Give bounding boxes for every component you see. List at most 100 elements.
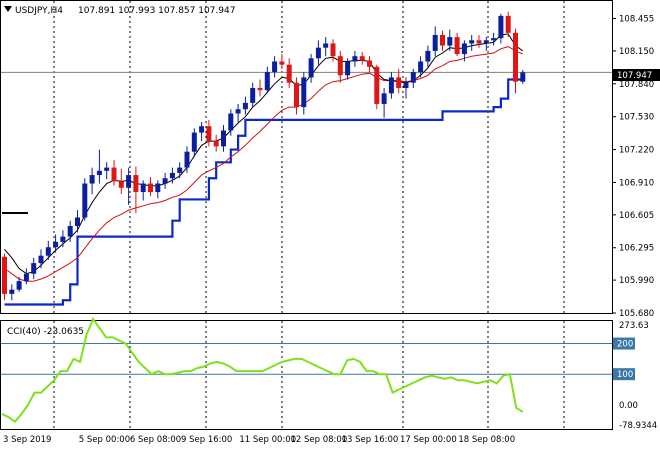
price-tick-label: 105.990 [619,276,654,286]
candle-body [9,289,15,294]
time-tick-label: 12 Sep 08:00 [291,435,348,445]
price-tick-label: 106.910 [619,178,654,188]
candle-body [206,126,212,142]
candle-body [498,15,504,39]
candle-body [461,43,467,55]
cci-title: CCI(40) -23.0635 [7,327,84,337]
slow-moving-average-line [4,46,524,282]
candle-body [104,167,110,171]
price-tick-label: 105.680 [619,309,654,319]
cci-level-label: 200 [617,340,633,350]
candle-body [513,32,518,82]
time-tick-label: 18 Sep 08:00 [458,435,515,445]
candle-body [177,167,183,173]
candle-body [257,88,263,91]
candle-body [323,43,329,48]
candle-body [432,34,438,51]
candle-body [308,58,314,78]
candle-body [315,47,321,59]
candle-body [396,77,402,89]
candle-body [235,109,241,114]
current-price-label: 107.947 [617,71,652,81]
candle-body [89,175,95,184]
candle-body [520,72,526,82]
candle-body [96,170,102,176]
cci-tick-label: -78.9344 [619,421,657,431]
trailing-stop-line [4,78,523,306]
cci-axis: 273.63 200 100 0.00 -78.9344 [613,321,657,431]
candle-body [242,102,248,110]
candle-body [111,167,117,182]
candle-body [162,178,168,184]
candle-body [221,130,226,147]
candle-body [155,183,161,193]
candle-body [2,256,7,294]
price-tick-label: 106.295 [619,244,654,254]
candle-body [53,241,59,248]
candle-body [45,247,51,256]
candle-body [126,175,132,188]
cci-series [1,316,612,424]
candle-body [454,37,460,55]
candle-body [118,181,124,188]
candle-body [279,61,285,65]
price-tick-label: 107.840 [619,80,654,90]
cci-grid [53,321,565,429]
candle-body [388,77,394,94]
candle-body [133,175,139,193]
symbol-timeframe: USDJPY,H4 [15,6,63,16]
time-tick-label: 11 Sep 00:00 [239,435,296,445]
candle-body [337,56,343,76]
candle-body [23,273,29,282]
candle-body [191,132,197,152]
candle-body [301,77,307,108]
candle-body [345,61,351,76]
candle-body [286,64,292,83]
price-series [1,11,612,306]
candle-body [228,113,234,131]
candle-body [491,38,497,41]
price-tick-label: 107.220 [619,146,654,156]
cci-line [1,316,524,424]
candle-body [381,93,387,104]
current-price-box [613,69,660,81]
time-axis: 3 Sep 2019 5 Sep 00:00 6 Sep 08:00 9 Sep 16… [3,435,515,445]
candle-body [476,40,482,44]
candle-body [31,263,37,274]
triangle-down-icon[interactable] [4,6,12,12]
cci-level-label-box [613,368,635,381]
price-panel-frame [0,0,613,314]
candle-body [374,66,380,104]
time-tick-label: 13 Sep 16:00 [342,435,399,445]
fast-moving-average-line [4,33,524,275]
cci-level-label-box [613,337,635,350]
candle-body [199,126,205,133]
candle-body [447,37,453,46]
cci-panel-frame [0,320,613,430]
price-grid [53,1,565,313]
candle-body [440,34,445,46]
candle-body [505,15,511,33]
candle-body [250,88,256,103]
candle-body [483,40,489,44]
candle-body [140,183,146,193]
candle-body [184,151,190,168]
candle-body [60,236,66,242]
candle-body [213,141,219,147]
candle-body [410,72,416,83]
price-tick-label: 108.455 [619,15,654,25]
price-tick-label: 108.150 [619,47,654,57]
candle-body [272,61,278,73]
time-tick-label: 5 Sep 00:00 [79,435,130,445]
time-tick-label: 6 Sep 08:00 [130,435,181,445]
cci-tick-label: 273.63 [619,321,649,331]
candle-body [367,60,372,67]
candle-body [38,255,44,264]
candle-body [294,82,299,108]
cci-tick-label: 0.00 [619,401,638,411]
time-tick-label: 9 Sep 16:00 [181,435,232,445]
candle-body [418,61,424,73]
candle-body [352,56,358,62]
price-axis: 105.680 105.990 106.295 106.605 106.910 107.2… [612,15,654,319]
